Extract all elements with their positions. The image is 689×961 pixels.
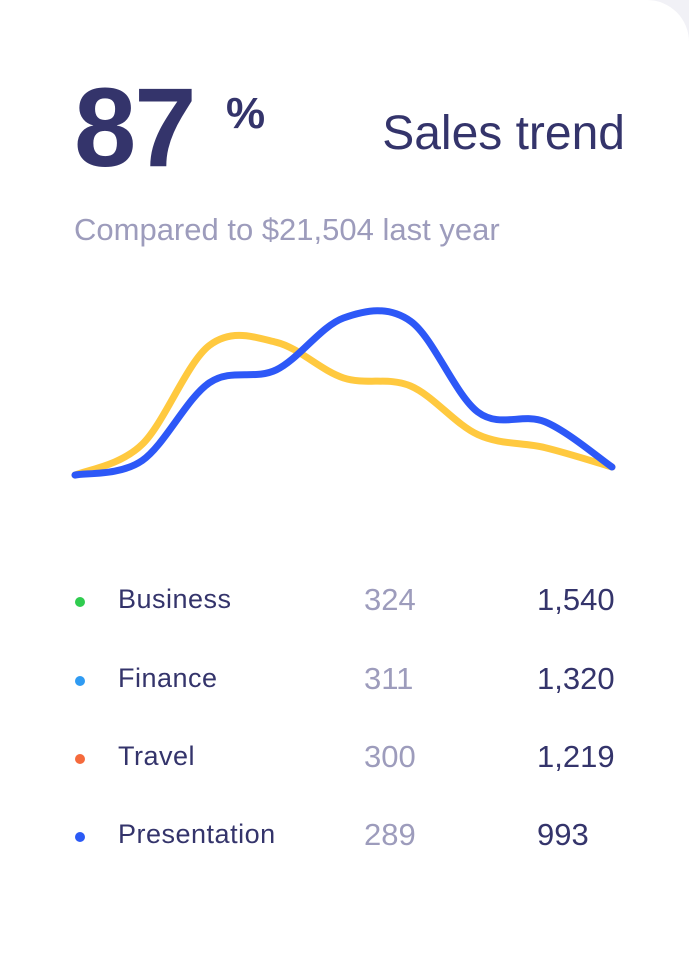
series-line-blue [71,307,616,479]
legend-dot-finance [75,676,85,686]
legend-count-presentation: 289 [364,817,416,852]
legend-count-business: 324 [364,582,416,617]
legend-label-finance: Finance [118,663,218,693]
legend-row-business: Business 324 1,540 [0,570,689,630]
legend-label-business: Business [118,584,232,614]
legend-row-presentation: Presentation 289 993 [0,805,689,865]
legend-label-travel: Travel [118,741,196,771]
card-title: Sales trend [382,107,625,160]
legend-row-finance: Finance 311 1,320 [0,649,689,709]
legend-count-finance: 311 [364,661,414,696]
legend-total-presentation: 993 [537,817,589,852]
sales-percentage-value: 87 [74,65,197,190]
legend-total-business: 1,540 [537,582,615,617]
legend-total-finance: 1,320 [537,661,615,696]
legend-dot-presentation [75,832,85,842]
legend-dot-travel [75,754,85,764]
legend-row-travel: Travel 300 1,219 [0,727,689,787]
legend-count-travel: 300 [364,739,416,774]
legend-label-presentation: Presentation [118,819,276,849]
series-line-yellow [71,331,616,479]
legend-dot-business [75,597,85,607]
legend-total-travel: 1,219 [537,739,615,774]
percent-sign: % [226,89,266,138]
comparison-subtitle: Compared to $21,504 last year [74,212,500,247]
sales-trend-chart [71,307,616,479]
